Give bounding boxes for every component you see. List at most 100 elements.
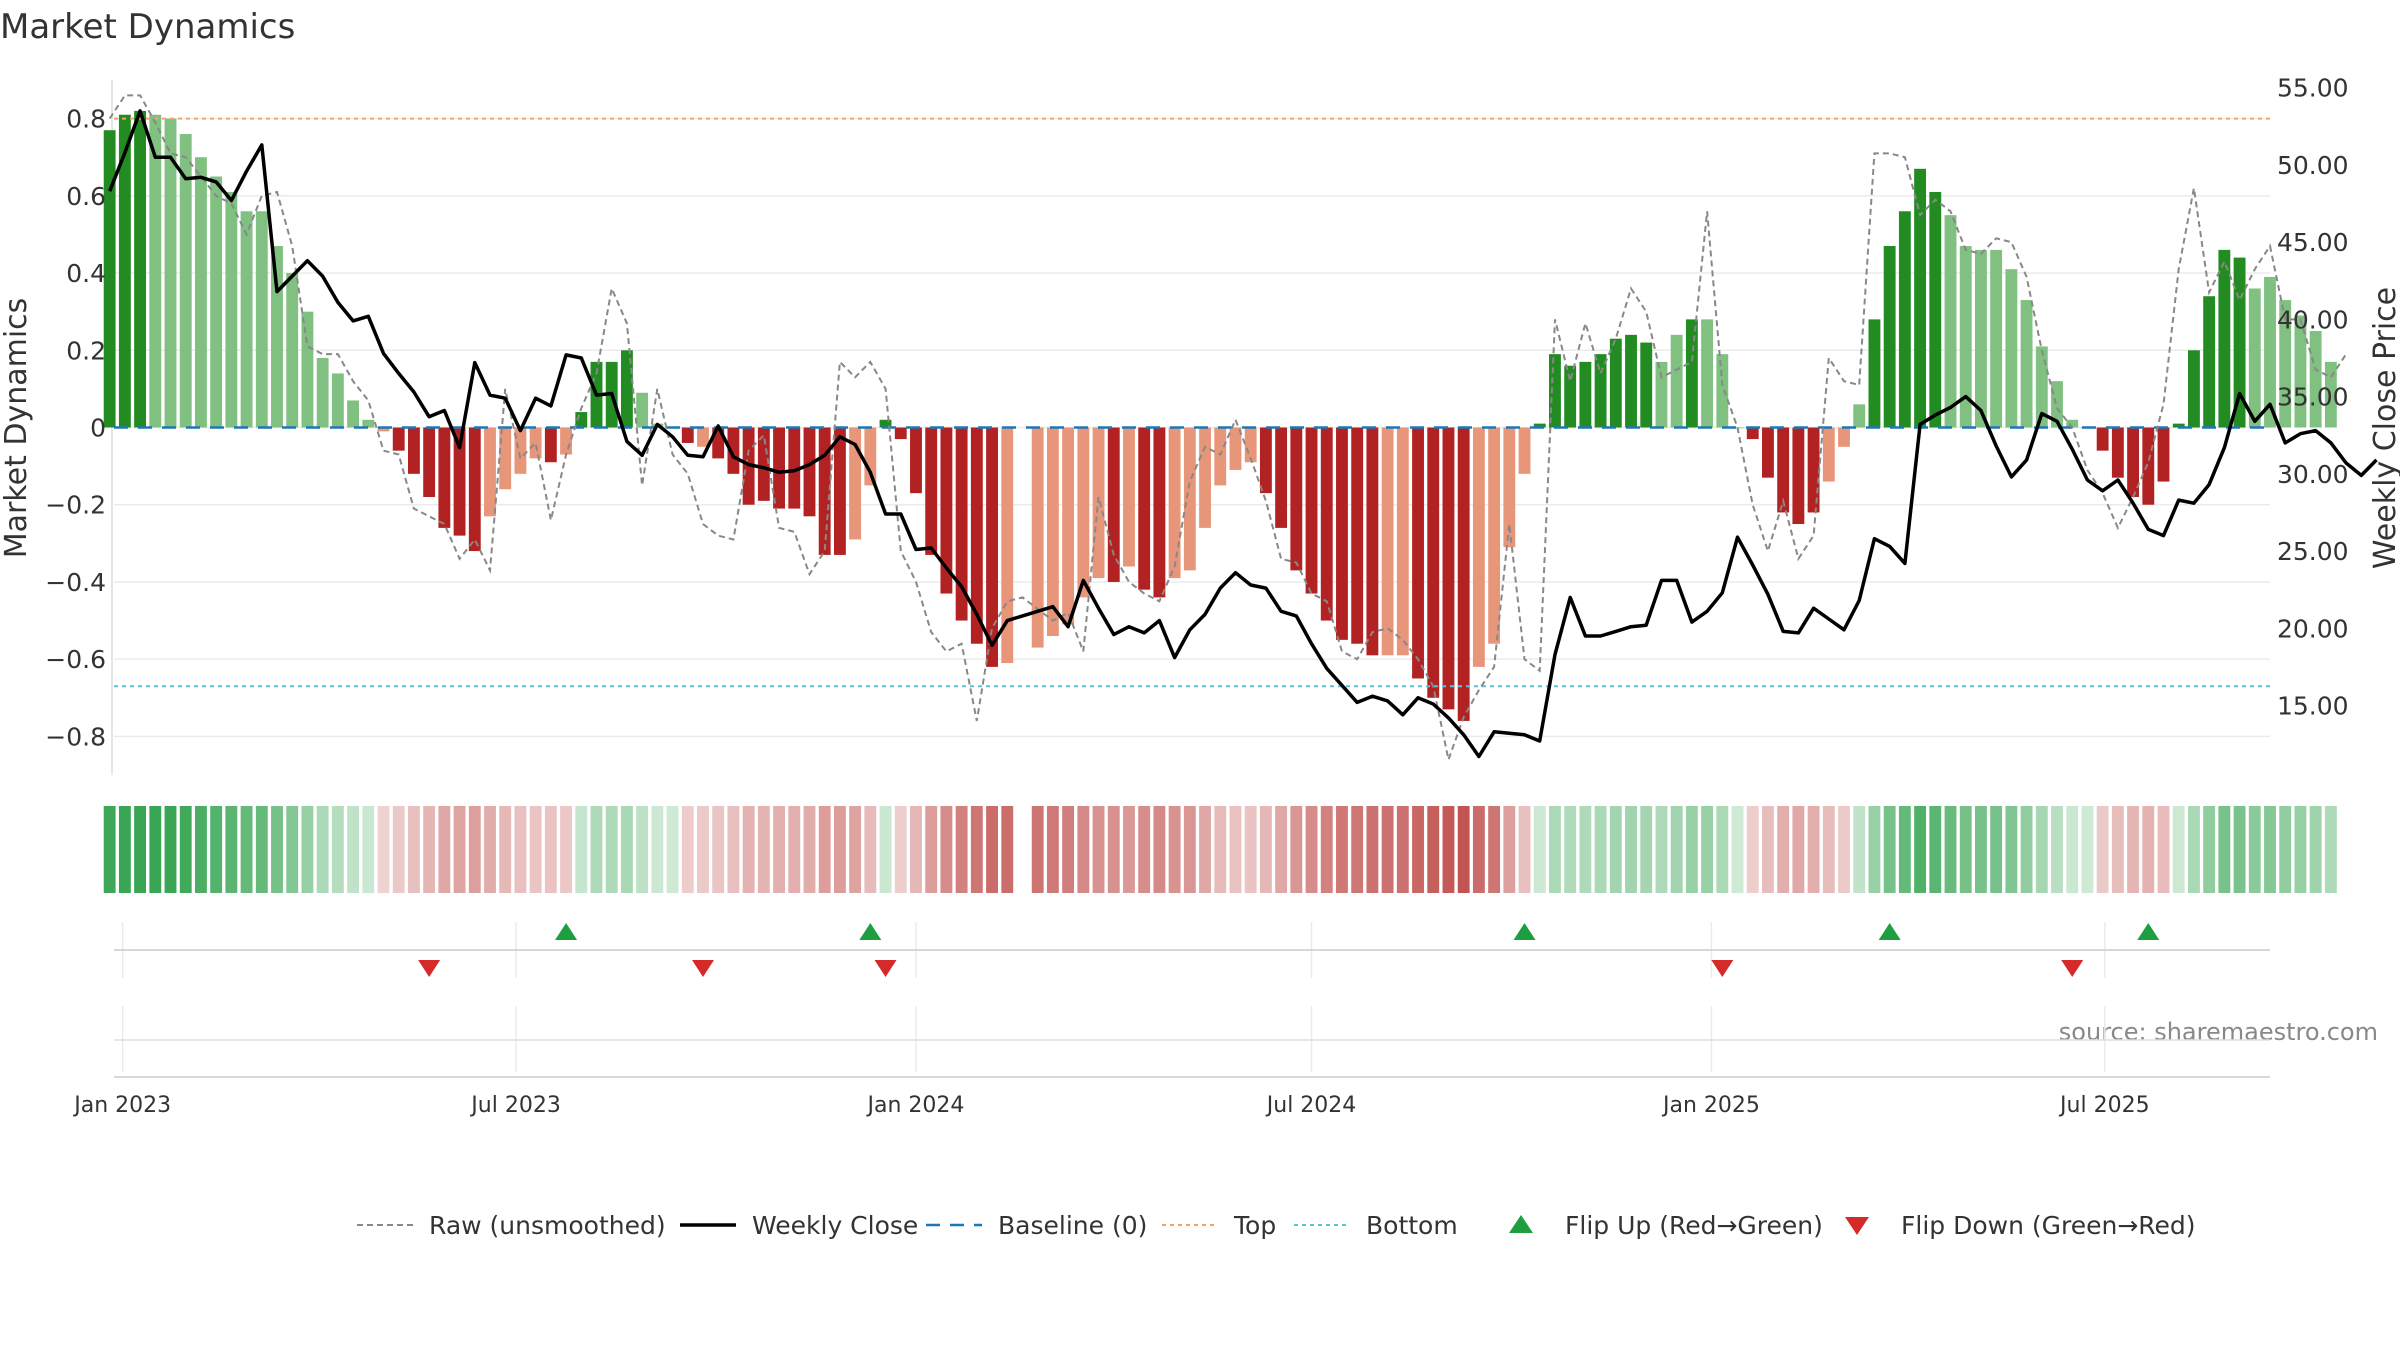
x-tick-label: Jan 2023 xyxy=(72,1093,171,1118)
momentum-bar xyxy=(620,350,633,428)
momentum-bar xyxy=(575,412,588,428)
heat-strip-cell xyxy=(864,806,877,893)
momentum-bar xyxy=(1503,427,1516,548)
heat-strip-cell xyxy=(2324,806,2337,893)
flip-down-marker xyxy=(418,960,441,977)
heat-strip-cell xyxy=(2294,806,2307,893)
heat-strip-cell xyxy=(1579,806,1592,893)
legend-label: Raw (unsmoothed) xyxy=(429,1211,666,1240)
momentum-bar xyxy=(1168,427,1181,579)
heat-strip-cell xyxy=(240,806,253,893)
heat-strip-cell xyxy=(2111,806,2124,893)
heat-strip-cell xyxy=(666,806,679,893)
heat-strip-cell xyxy=(1396,806,1409,893)
momentum-bar xyxy=(2111,427,2124,478)
heat-strip-cell xyxy=(773,806,785,893)
heat-strip-cell xyxy=(2279,806,2292,893)
heat-strip-cell xyxy=(1457,806,1470,893)
heat-strip-cell xyxy=(2051,806,2063,893)
momentum-bar xyxy=(149,114,162,428)
momentum-bar xyxy=(1138,427,1151,590)
heat-strip-cell xyxy=(1320,806,1333,893)
momentum-bar xyxy=(2294,315,2307,428)
heat-strip-cell xyxy=(1275,806,1288,893)
heat-strip-cell xyxy=(1503,806,1516,893)
heat-strip-cell xyxy=(2309,806,2322,893)
momentum-bar xyxy=(179,134,192,428)
momentum-bar xyxy=(1244,427,1257,463)
momentum-bar xyxy=(1853,404,1866,428)
x-tick-label: Jul 2023 xyxy=(469,1093,561,1118)
heat-strip-cell xyxy=(2127,806,2140,893)
heat-strip-cell xyxy=(1975,806,1987,893)
heat-strip-cell xyxy=(2203,806,2216,893)
momentum-bar xyxy=(1746,427,1759,440)
momentum-bar xyxy=(1442,427,1455,710)
heat-strip-cell xyxy=(1442,806,1455,893)
right-tick-label: 20.00 xyxy=(2277,614,2349,643)
momentum-bar xyxy=(2020,300,2033,428)
heat-strip-cell xyxy=(757,806,770,893)
momentum-bar xyxy=(2096,427,2109,451)
right-tick-label: 35.00 xyxy=(2277,383,2349,412)
heat-strip-cell xyxy=(1199,806,1211,893)
heat-strip-cell xyxy=(560,806,572,893)
momentum-bar xyxy=(2142,427,2155,505)
heat-strip-cell xyxy=(544,806,557,893)
momentum-bar xyxy=(1762,427,1774,478)
momentum-bar xyxy=(986,427,998,667)
momentum-bar xyxy=(1594,354,1607,428)
momentum-bar xyxy=(347,400,360,428)
momentum-bar xyxy=(1807,427,1820,513)
momentum-bar xyxy=(727,427,740,474)
momentum-bar xyxy=(2035,346,2048,428)
momentum-bar xyxy=(2157,427,2170,482)
momentum-bar xyxy=(560,427,572,455)
momentum-bar xyxy=(1457,427,1470,721)
flip-down-marker xyxy=(874,960,897,977)
heat-strip-cell xyxy=(271,806,283,893)
flip-down-marker xyxy=(2061,960,2084,977)
heat-strip-cell xyxy=(620,806,633,893)
momentum-bar xyxy=(833,427,846,555)
legend-label: Bottom xyxy=(1366,1211,1458,1240)
heat-strip-cell xyxy=(849,806,862,893)
heat-strip-cell xyxy=(149,806,162,893)
heat-strip-cell xyxy=(970,806,983,893)
heat-strip-cell xyxy=(2172,806,2185,893)
heat-strip-cell xyxy=(833,806,846,893)
heat-strip-cell xyxy=(1244,806,1257,893)
right-tick-label: 25.00 xyxy=(2277,537,2349,566)
heat-strip-cell xyxy=(392,806,405,893)
heat-strip-cell xyxy=(331,806,344,893)
momentum-bar xyxy=(423,427,436,497)
momentum-bar xyxy=(316,358,329,428)
heat-strip-cell xyxy=(1351,806,1364,893)
left-tick-label: −0.4 xyxy=(45,568,106,597)
momentum-bar xyxy=(2172,423,2185,428)
heat-strip-cell xyxy=(1183,806,1196,893)
heat-strip-cell xyxy=(2020,806,2033,893)
heat-strip-cell xyxy=(514,806,527,893)
momentum-bar xyxy=(1290,427,1303,571)
heat-strip-cell xyxy=(1898,806,1911,893)
right-tick-label: 15.00 xyxy=(2277,692,2349,721)
heat-strip-cell xyxy=(103,806,116,893)
heat-strip-cell xyxy=(1062,806,1075,893)
heat-strip-cell xyxy=(316,806,329,893)
momentum-bar xyxy=(1838,427,1850,447)
heat-strip-cell xyxy=(818,806,831,893)
heat-strip-cell xyxy=(1929,806,1942,893)
heat-strip-cell xyxy=(1472,806,1485,893)
heat-strip-cell xyxy=(2066,806,2079,893)
heat-strip-cell xyxy=(1853,806,1866,893)
heat-strip-cell xyxy=(1336,806,1348,893)
heat-strip-cell xyxy=(1807,806,1820,893)
heat-strip-cell xyxy=(1092,806,1105,893)
momentum-bar xyxy=(1107,427,1120,582)
right-tick-label: 40.00 xyxy=(2277,305,2349,334)
momentum-bar xyxy=(1868,319,1881,428)
momentum-bar xyxy=(1564,365,1577,428)
momentum-bar xyxy=(757,427,770,501)
right-axis-label: Weekly Close Price xyxy=(2368,287,2400,569)
